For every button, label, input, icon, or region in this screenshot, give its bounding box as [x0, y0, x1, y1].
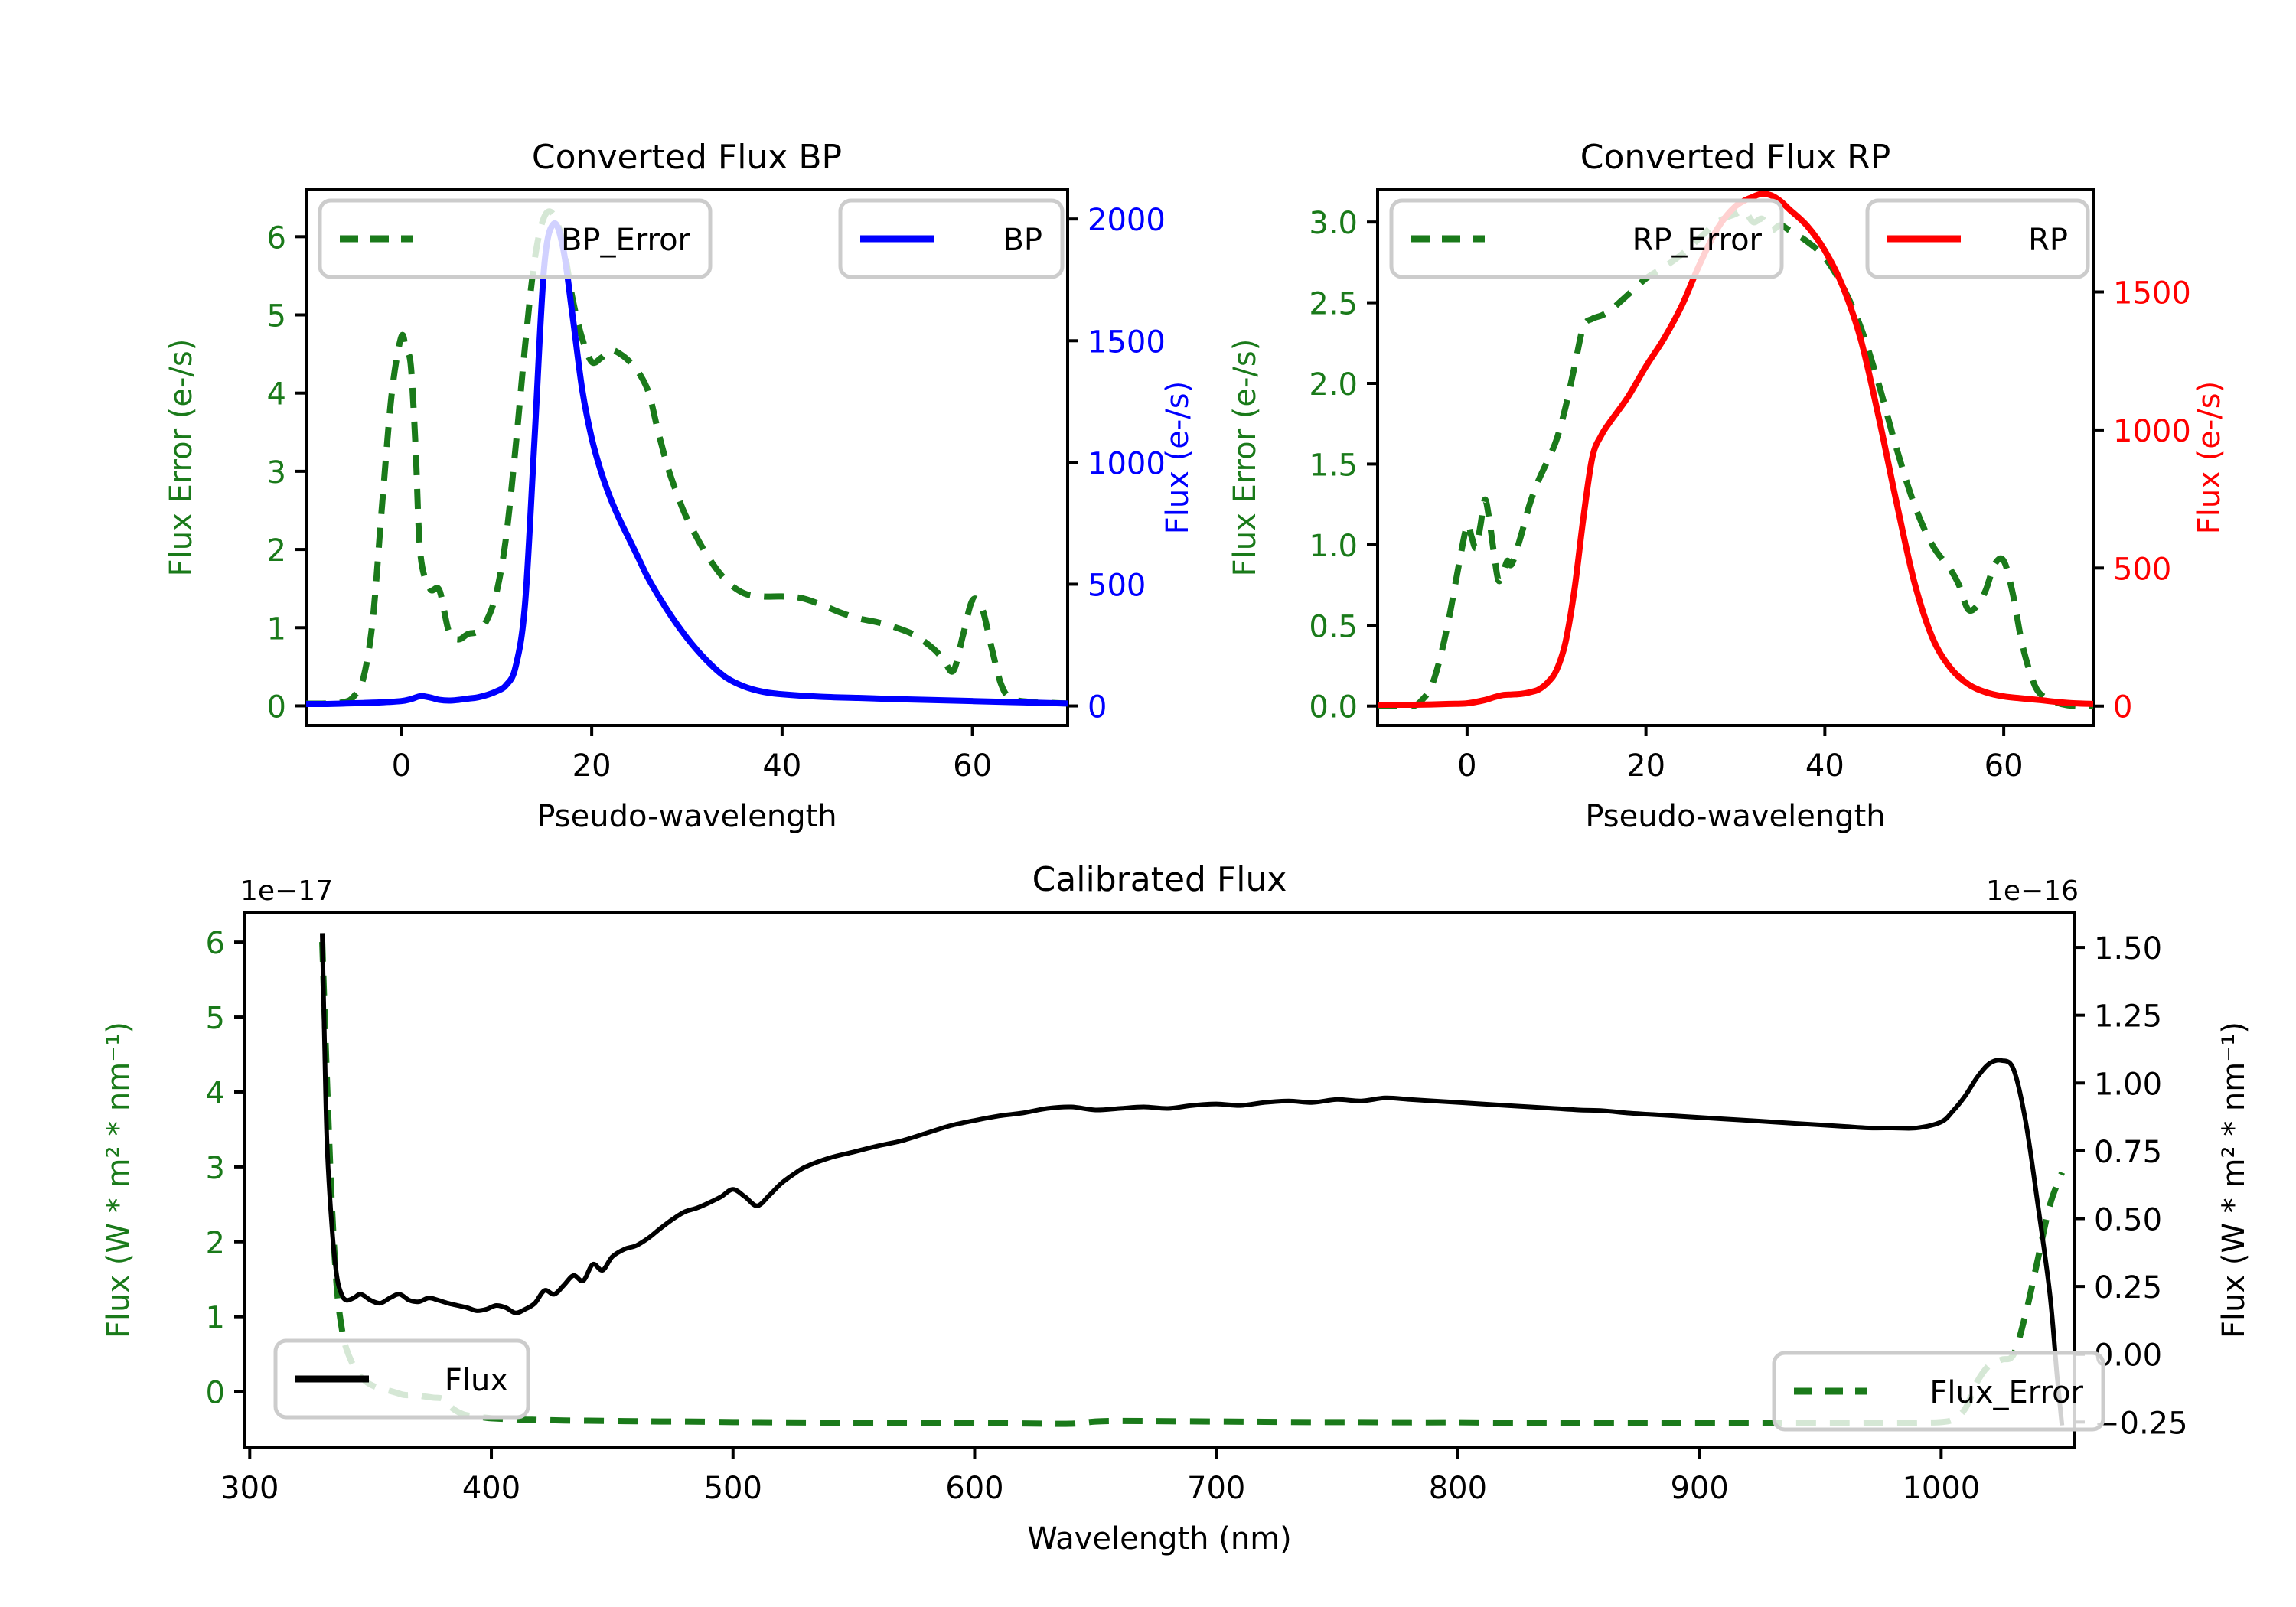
panel-calibrated-flux-xticklabel: 900 [1670, 1471, 1728, 1506]
panel-rp-xticklabel: 60 [1985, 748, 2024, 784]
panel-calibrated-flux-series-flux [320, 933, 2065, 1426]
panel-bp-yticklabel-right: 500 [1088, 568, 1146, 603]
panel-bp-legend-bp-error[interactable]: BP_Error [318, 198, 713, 279]
panel-bp-title: Converted Flux BP [532, 138, 842, 177]
panel-bp-frame [305, 188, 1069, 727]
panel-calibrated-flux-yticklabel-left: 5 [206, 1001, 225, 1036]
panel-bp-yticklabel-left: 0 [267, 689, 286, 725]
panel-bp-yticklabel-left: 1 [267, 611, 286, 647]
panel-calibrated-flux-yticklabel-left: 0 [206, 1376, 225, 1411]
legend-label-bp-error: BP_Error [561, 223, 691, 258]
panel-calibrated-flux-yticklabel-right: 1.25 [2094, 999, 2162, 1035]
panel-bp-xticklabel: 40 [762, 748, 801, 784]
panel-rp-yticklabel-left: 2.5 [1309, 287, 1358, 322]
panel-calibrated-flux-yticklabel-left: 4 [206, 1076, 225, 1111]
panel-calibrated-flux-yticklabel-right: 0.25 [2094, 1270, 2162, 1305]
panel-bp-yticklabel-left: 4 [267, 377, 286, 412]
legend-label-rp-error: RP_Error [1632, 223, 1763, 258]
legend-label-flux: Flux [445, 1363, 508, 1398]
panel-bp-xticklabel: 0 [392, 748, 411, 784]
panel-calibrated-flux-xticklabel: 700 [1187, 1471, 1245, 1506]
legend-box [273, 1338, 530, 1420]
panel-rp-title: Converted Flux RP [1580, 138, 1891, 177]
panel-calibrated-flux-xlabel: Wavelength (nm) [1027, 1521, 1292, 1556]
panel-rp-xticklabel: 0 [1457, 748, 1476, 784]
panel-bp-xlabel: Pseudo-wavelength [536, 799, 837, 834]
panel-rp-yticklabel-left: 2.0 [1309, 367, 1358, 403]
panel-rp-yticklabel-right: 1000 [2113, 414, 2191, 449]
legend-box [1389, 198, 1784, 279]
panel-bp-yticklabel-right: 1000 [1088, 446, 1166, 481]
panel-calibrated-flux-yticklabel-right: 0.75 [2094, 1135, 2162, 1170]
panel-rp-yticklabel-right: 1500 [2113, 276, 2191, 311]
legend-box [318, 198, 713, 279]
panel-bp-series-bp_error [306, 208, 1068, 707]
panel-rp-yticklabel-right: 500 [2113, 552, 2171, 587]
panel-bp-xticklabel: 20 [572, 748, 612, 784]
panel-calibrated-flux-yticklabel-left: 6 [206, 926, 225, 961]
legend-box [1772, 1351, 2105, 1432]
panel-rp-ylabel-left: Flux Error (e-/s) [1228, 339, 1263, 577]
legend-label-bp: BP [1003, 223, 1042, 258]
legend-box [1865, 198, 2090, 279]
panel-calibrated-flux-yticklabel-right: −0.25 [2094, 1406, 2188, 1441]
panel-calibrated-flux-xticklabel: 500 [704, 1471, 762, 1506]
panel-bp-yticklabel-left: 3 [267, 455, 286, 491]
panel-calibrated-flux-yticklabel-right: 0.00 [2094, 1338, 2162, 1374]
panel-bp-series-bp [306, 220, 1068, 708]
panel-calibrated-flux-exponent-left: 1e−17 [240, 875, 333, 907]
panel-calibrated-flux-xticklabel: 800 [1429, 1471, 1487, 1506]
panel-rp-xticklabel: 20 [1626, 748, 1665, 784]
panel-bp: Converted Flux BP0 20 40 60Pseudo-wavelengt… [164, 138, 1195, 834]
panel-calibrated-flux-yticklabel-left: 2 [206, 1226, 225, 1261]
panel-rp-yticklabel-right: 0 [2113, 690, 2132, 725]
panel-calibrated-flux-xticklabel: 600 [945, 1471, 1003, 1506]
panel-rp-ylabel-right: Flux (e-/s) [2192, 381, 2227, 534]
panel-bp-ylabel-left: Flux Error (e-/s) [164, 339, 199, 577]
panel-bp-yticklabel-left: 6 [267, 220, 286, 256]
panel-rp-yticklabel-left: 1.0 [1309, 529, 1358, 564]
panel-rp-yticklabel-left: 0.0 [1309, 690, 1358, 725]
panel-bp-yticklabel-right: 2000 [1088, 203, 1166, 238]
panel-bp-plot-area [306, 208, 1068, 708]
panel-rp-legend-rp[interactable]: RP [1865, 198, 2090, 279]
panel-rp-series-rp_error [1378, 207, 2093, 710]
panel-bp-xticklabel: 60 [953, 748, 992, 784]
panel-calibrated-flux-yticklabel-right: 1.50 [2094, 931, 2162, 966]
legend-box [838, 198, 1065, 279]
panel-calibrated-flux-frame [243, 911, 2076, 1449]
panel-rp-legend-rp-error[interactable]: RP_Error [1389, 198, 1784, 279]
panel-calibrated-flux-xticklabel: 1000 [1902, 1471, 1980, 1506]
panel-calibrated-flux-xticklabel: 400 [462, 1471, 520, 1506]
panel-calibrated-flux-title: Calibrated Flux [1032, 860, 1287, 899]
panel-bp-ylabel-right: Flux (e-/s) [1160, 381, 1195, 534]
panel-calibrated-flux-exponent-right: 1e−16 [1986, 875, 2079, 907]
panel-rp: Converted Flux RP 0 20 40 60 Pseudo-wavelengt… [1228, 138, 2227, 834]
panel-rp-xticklabel: 40 [1805, 748, 1844, 784]
legend-label-flux-error: Flux_Error [1929, 1375, 2083, 1410]
panel-bp-yticklabel-left: 2 [267, 533, 286, 569]
panel-bp-yticklabel-left: 5 [267, 299, 286, 334]
panel-rp-yticklabel-left: 3.0 [1309, 206, 1358, 241]
panel-calibrated-flux-legend-flux[interactable]: Flux [273, 1338, 530, 1420]
panel-calibrated-flux-yticklabel-right: 0.50 [2094, 1203, 2162, 1238]
panel-calibrated-flux-yticklabel-left: 1 [206, 1301, 225, 1336]
legend-label-rp: RP [2028, 223, 2068, 258]
panel-calibrated-flux-ylabel-left: Flux (W * m² * nm⁻¹) [101, 1022, 136, 1338]
panel-calibrated-flux-yticklabel-left: 3 [206, 1151, 225, 1186]
panel-calibrated-flux-legend-flux-error[interactable]: Flux_Error [1772, 1351, 2105, 1432]
panel-calibrated-flux-ylabel-right: Flux (W * m² * nm⁻¹) [2216, 1022, 2252, 1338]
panel-rp-yticklabel-left: 0.5 [1309, 609, 1358, 644]
panel-rp-frame [1376, 188, 2095, 727]
panel-bp-legend-bp[interactable]: BP [838, 198, 1065, 279]
panel-bp-yticklabel-right: 0 [1088, 690, 1107, 725]
panel-calibrated-flux: Calibrated Flux 300 400 500 600 700 800 900 1000… [101, 860, 2252, 1556]
panel-rp-xlabel: Pseudo-wavelength [1585, 799, 1885, 834]
panel-rp-yticklabel-left: 1.5 [1309, 448, 1358, 483]
panel-bp-yticklabel-right: 1500 [1088, 324, 1166, 360]
panel-calibrated-flux-xticklabel: 300 [220, 1471, 279, 1506]
panel-calibrated-flux-yticklabel-right: 1.00 [2094, 1067, 2162, 1102]
